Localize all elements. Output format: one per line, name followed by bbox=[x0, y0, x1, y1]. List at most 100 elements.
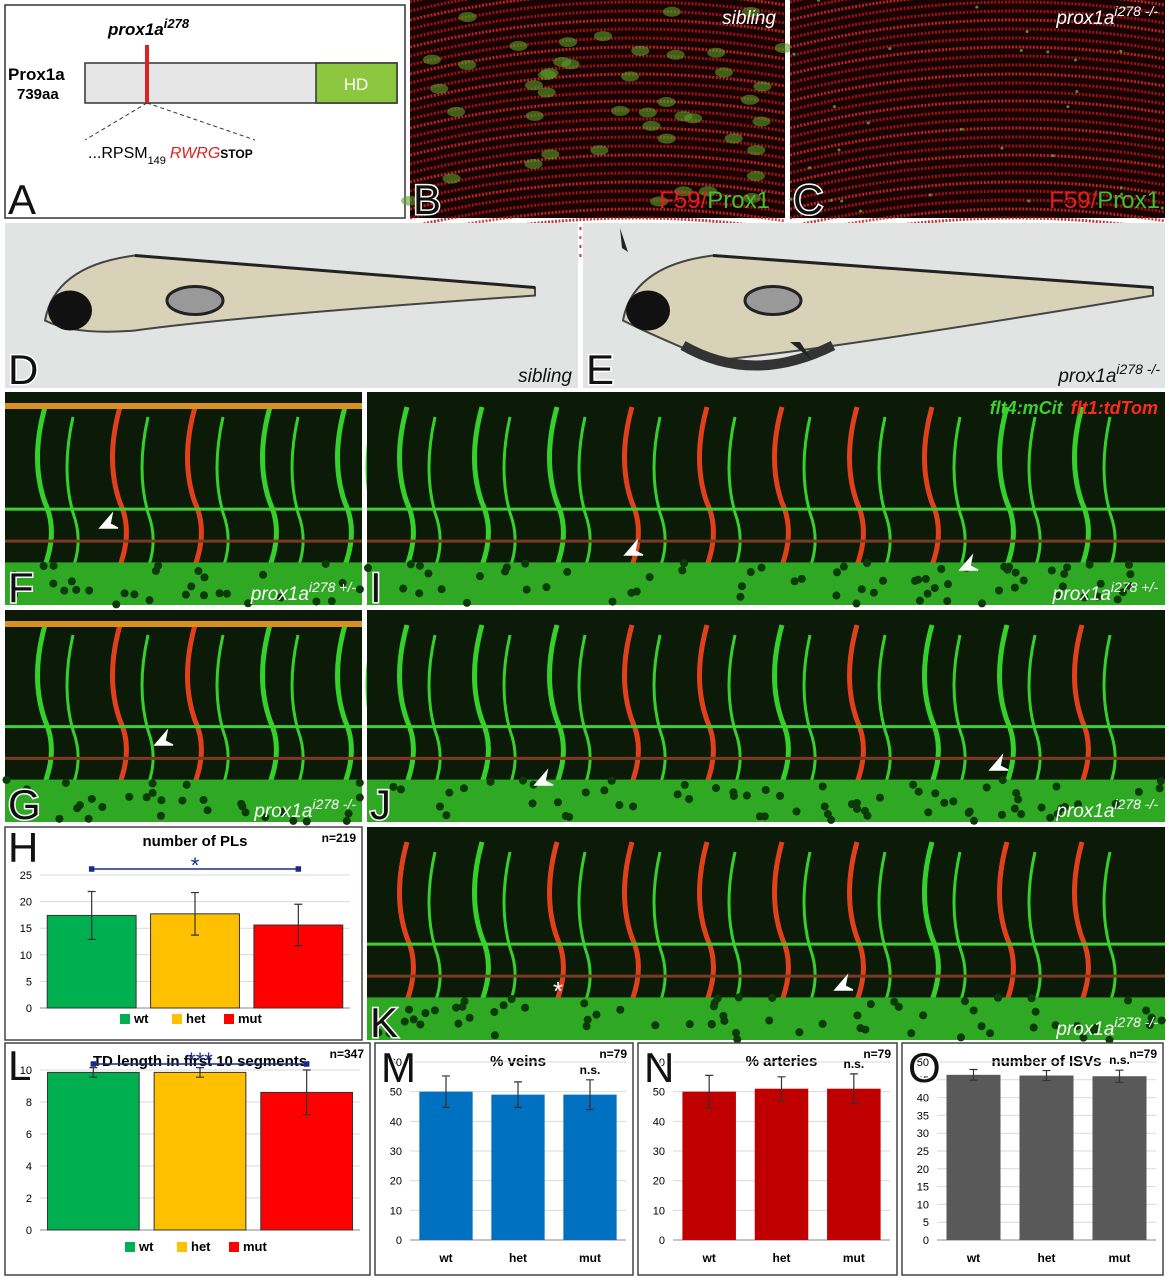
y-tick-label: 10 bbox=[390, 1205, 402, 1217]
nucleus bbox=[559, 37, 578, 48]
y-tick-label: 2 bbox=[26, 1193, 32, 1205]
plexus-cell bbox=[507, 995, 516, 1004]
plexus-cell bbox=[1031, 1007, 1040, 1016]
plexus-cell bbox=[187, 582, 196, 591]
plexus-cell bbox=[203, 806, 212, 815]
arrow bbox=[153, 728, 174, 746]
vessel bbox=[1102, 851, 1117, 1013]
vessel bbox=[622, 624, 641, 796]
plexus-cell bbox=[459, 784, 468, 793]
error-bar bbox=[191, 891, 199, 936]
significance: * bbox=[191, 853, 200, 878]
vessel bbox=[547, 406, 566, 579]
vessel bbox=[397, 406, 416, 579]
nucleus bbox=[740, 94, 759, 105]
panel-letter: A bbox=[8, 176, 36, 223]
plexus-cell bbox=[22, 785, 31, 794]
error-bar bbox=[294, 903, 303, 947]
arrowhead bbox=[790, 342, 812, 360]
bar bbox=[46, 1071, 140, 1231]
plexus-cell bbox=[1091, 1024, 1100, 1033]
plexus-cell bbox=[1073, 1021, 1082, 1030]
vessel bbox=[772, 624, 791, 796]
y-tick-label: 5 bbox=[26, 976, 32, 988]
allele: prox1ai278 bbox=[107, 16, 190, 40]
y-tick-label: 20 bbox=[653, 1176, 665, 1188]
speck bbox=[866, 121, 870, 125]
vessel bbox=[577, 416, 592, 578]
nucleus bbox=[752, 116, 771, 127]
plexus-cell bbox=[120, 589, 129, 598]
n-label: n=219 bbox=[322, 831, 357, 845]
panel-letter: M bbox=[381, 1044, 416, 1091]
fiber bbox=[789, 180, 1166, 211]
fiber bbox=[789, 72, 1166, 103]
larva-stripe bbox=[712, 254, 1154, 289]
error-bar bbox=[87, 890, 96, 940]
fiber bbox=[409, 45, 786, 76]
plexus-cell bbox=[986, 1029, 995, 1038]
plexus-cell bbox=[970, 816, 979, 825]
fiber bbox=[789, 36, 1166, 67]
vessel bbox=[290, 634, 305, 795]
plexus-cell bbox=[792, 807, 801, 816]
error-bar bbox=[302, 1069, 311, 1116]
caption: prox1ai278 -/- bbox=[1055, 796, 1158, 822]
plexus-cell bbox=[969, 1006, 978, 1015]
arrow bbox=[988, 753, 1009, 771]
speck bbox=[959, 127, 963, 131]
plexus-cell bbox=[1079, 1033, 1088, 1042]
fiber bbox=[409, 0, 786, 31]
fiber bbox=[409, 99, 786, 130]
caption: sibling bbox=[722, 8, 776, 29]
plexus-cell bbox=[1003, 565, 1012, 574]
bar bbox=[1092, 1076, 1147, 1240]
plexus-cell bbox=[396, 785, 405, 794]
x-tick-label: het bbox=[509, 1251, 527, 1265]
vessel bbox=[547, 841, 566, 1014]
plexus-cell bbox=[994, 993, 1003, 1002]
seq-prefix: ...RPSM bbox=[88, 145, 148, 162]
y-tick-label: 10 bbox=[20, 950, 32, 962]
plexus-cell bbox=[415, 589, 424, 598]
plexus-cell bbox=[178, 796, 187, 805]
plexus-cell bbox=[522, 585, 531, 594]
plexus-cell bbox=[1155, 784, 1164, 793]
plexus-cell bbox=[563, 567, 572, 576]
plexus-cell bbox=[736, 592, 745, 601]
hd-domain bbox=[315, 62, 398, 104]
vessel bbox=[260, 406, 279, 579]
plexus-cell bbox=[490, 1008, 499, 1017]
caption: prox1ai278 +/- bbox=[1052, 579, 1159, 605]
plexus-cell bbox=[385, 1029, 394, 1038]
plexus-cell bbox=[278, 807, 287, 816]
micrograph bbox=[790, 0, 1165, 218]
panel-letter: O bbox=[908, 1044, 941, 1091]
plexus-cell bbox=[879, 576, 888, 585]
plexus-cell bbox=[651, 1021, 660, 1030]
legend-label: wt bbox=[138, 1239, 154, 1254]
x-tick-label: mut bbox=[843, 1251, 865, 1265]
error-bar bbox=[196, 1067, 204, 1078]
plexus-cell bbox=[1145, 1021, 1154, 1030]
nucleus bbox=[447, 106, 466, 117]
error-bar bbox=[442, 1075, 450, 1108]
vessel bbox=[802, 634, 817, 795]
speck bbox=[1123, 6, 1127, 10]
plexus-cell bbox=[919, 1011, 928, 1020]
caption-text: prox1a bbox=[253, 801, 312, 822]
vessel bbox=[427, 634, 442, 795]
plexus-cell bbox=[338, 578, 347, 587]
plexus-cell bbox=[302, 817, 311, 826]
plexus-cell bbox=[853, 1011, 862, 1020]
plexus-cell bbox=[145, 596, 154, 605]
plexus-cell bbox=[742, 791, 751, 800]
significance-bracket bbox=[90, 1061, 310, 1067]
vessel bbox=[877, 416, 892, 578]
plexus-cell bbox=[276, 593, 285, 602]
vessel bbox=[502, 634, 517, 795]
caption-text: prox1a bbox=[250, 584, 309, 605]
plexus-cell bbox=[490, 1031, 499, 1040]
y-tick-label: 15 bbox=[20, 923, 32, 935]
speck bbox=[1027, 199, 1031, 203]
